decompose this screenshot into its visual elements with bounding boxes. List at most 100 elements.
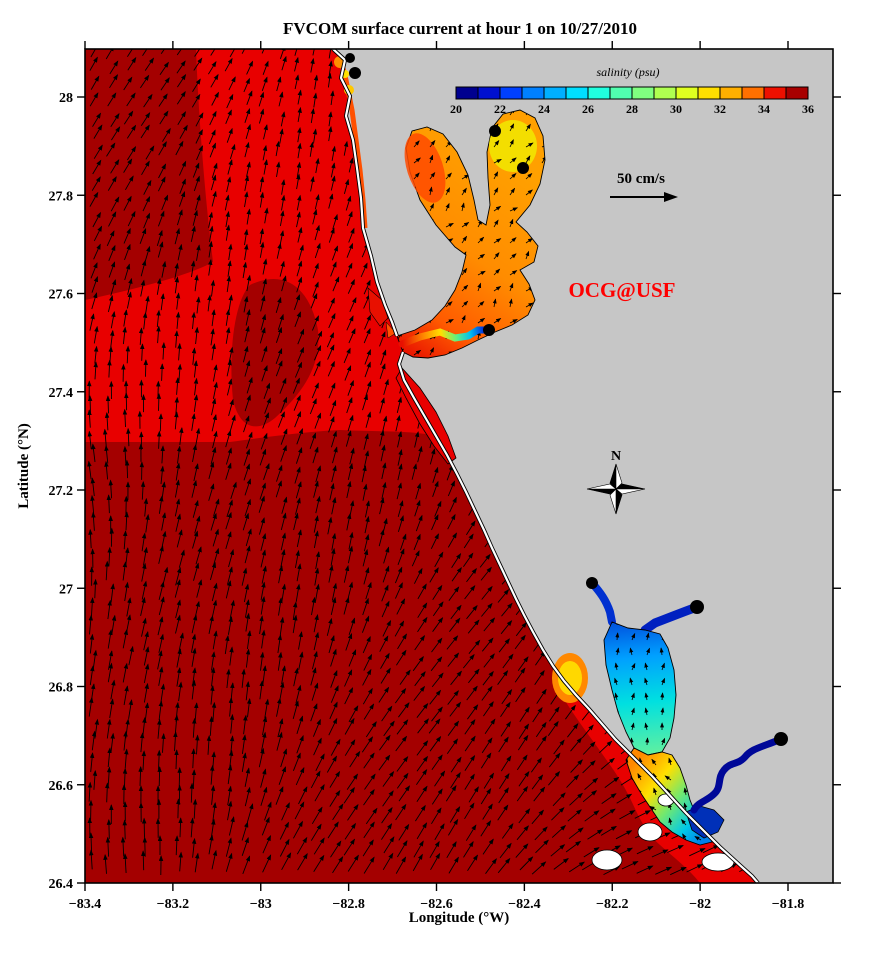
current-arrow [157, 766, 162, 787]
current-arrow [174, 835, 180, 856]
current-arrow [349, 296, 357, 312]
current-arrow [241, 836, 249, 856]
current-arrow [191, 311, 196, 329]
current-arrow [143, 212, 151, 229]
current-arrow [107, 747, 112, 768]
current-arrow [298, 244, 304, 261]
current-arrow [348, 157, 354, 173]
current-arrow [468, 786, 479, 803]
current-arrow [229, 599, 235, 619]
current-arrow [226, 378, 233, 396]
current-arrow [245, 681, 250, 701]
colorbar-cell [653, 86, 677, 100]
current-arrow [328, 227, 335, 243]
current-arrow [89, 665, 95, 686]
current-arrow [207, 294, 212, 312]
current-arrow [280, 444, 287, 462]
current-arrow [208, 461, 215, 480]
current-arrow [382, 415, 388, 433]
current-arrow [601, 793, 617, 804]
colorbar-tick-label: 32 [714, 102, 726, 116]
current-arrow [417, 583, 427, 600]
current-arrow [127, 210, 136, 227]
current-arrow [229, 713, 235, 734]
current-arrow [330, 261, 337, 277]
current-arrow [600, 757, 615, 770]
current-arrow [263, 124, 268, 140]
current-arrow [294, 361, 303, 378]
current-arrow [229, 143, 236, 160]
current-arrow [241, 734, 247, 754]
y-tick-label: 27.6 [49, 288, 74, 303]
current-arrow [281, 194, 286, 211]
current-arrow [206, 735, 212, 755]
current-arrow [363, 279, 371, 295]
current-arrow [106, 494, 112, 514]
current-arrow [315, 551, 321, 570]
current-arrow [531, 774, 544, 790]
current-arrow [110, 113, 120, 128]
colorbar-cell [477, 86, 501, 100]
current-arrow [175, 311, 181, 329]
current-arrow [582, 741, 596, 755]
current-arrow [378, 754, 391, 771]
current-arrow [244, 141, 250, 158]
current-arrow [192, 798, 198, 819]
current-arrow [330, 669, 338, 688]
current-arrow [361, 615, 370, 633]
current-arrow [296, 563, 302, 582]
current-arrow [104, 445, 109, 464]
current-arrow [143, 179, 152, 195]
current-arrow [178, 817, 183, 838]
current-arrow [518, 723, 529, 740]
current-arrow [482, 670, 494, 686]
current-arrow [331, 496, 337, 515]
current-arrow [279, 838, 290, 857]
current-arrow [242, 345, 249, 363]
current-arrow [397, 515, 404, 533]
current-arrow [161, 260, 167, 278]
current-arrow [228, 294, 233, 312]
current-arrow [258, 108, 265, 124]
current-arrow [226, 359, 232, 377]
current-arrow [263, 462, 270, 480]
current-arrow [315, 495, 321, 514]
current-arrow [566, 774, 580, 788]
colorbar-cell [697, 86, 721, 100]
current-arrow [311, 596, 316, 616]
current-arrow [93, 225, 103, 242]
current-arrow [584, 777, 599, 791]
current-arrow [209, 561, 217, 581]
current-arrow [195, 427, 201, 446]
current-arrow [296, 735, 304, 754]
current-arrow [194, 326, 200, 345]
current-arrow [193, 463, 199, 482]
current-arrow [379, 635, 389, 652]
current-arrow [567, 723, 579, 738]
current-arrow [447, 652, 460, 667]
current-arrow [295, 481, 302, 499]
current-arrow [88, 614, 93, 635]
current-arrow [212, 381, 218, 399]
current-arrow [395, 414, 401, 432]
current-arrow [343, 565, 350, 583]
current-arrow [228, 398, 234, 417]
colorbar-cell [741, 86, 765, 100]
current-arrow [432, 601, 444, 617]
x-tick-label: −81.8 [772, 897, 804, 912]
current-arrow [91, 176, 101, 191]
current-arrow [160, 683, 166, 704]
current-arrow [297, 127, 302, 143]
current-arrow [178, 681, 183, 702]
current-arrow [345, 430, 352, 447]
current-arrow [309, 432, 317, 450]
current-arrow [158, 141, 167, 156]
current-arrow [330, 738, 341, 756]
current-arrow [157, 176, 166, 192]
current-arrow [467, 619, 480, 634]
current-arrow [105, 836, 111, 857]
colorbar-tick-labels: 20 22 24 26 28 30 32 34 36 [450, 102, 814, 116]
current-arrow [379, 497, 385, 515]
current-arrow [310, 770, 321, 789]
